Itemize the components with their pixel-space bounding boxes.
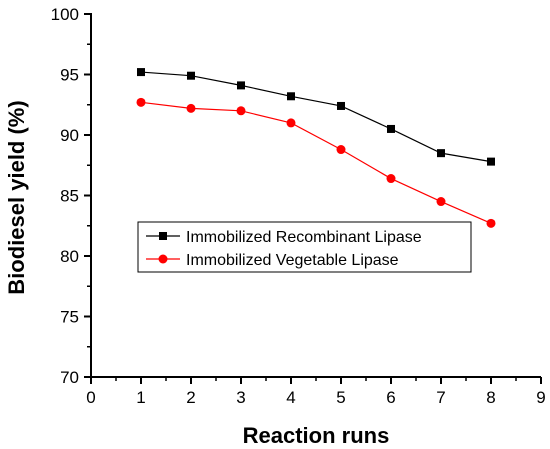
legend-item-1: Immobilized Recombinant Lipase [146, 229, 422, 246]
data-point-circle [136, 97, 146, 107]
y-axis-ticks: 70 75 80 85 90 95 100 [51, 5, 91, 387]
data-point-circle [386, 174, 396, 184]
x-tick-label: 8 [486, 388, 495, 407]
x-tick-label: 3 [236, 388, 245, 407]
legend-label: Immobilized Vegetable Lipase [186, 252, 399, 269]
data-point-circle [186, 103, 196, 113]
data-point-square [137, 68, 145, 77]
x-tick-label: 4 [286, 388, 295, 407]
x-tick-label: 7 [436, 388, 445, 407]
data-point-square [337, 101, 345, 110]
x-tick-label: 2 [186, 388, 195, 407]
y-tick-label: 90 [60, 126, 79, 145]
data-point-square [287, 92, 295, 101]
x-axis-title: Reaction runs [243, 423, 390, 448]
data-point-circle [286, 118, 296, 128]
series-line [140, 101, 492, 224]
series-2 [136, 97, 496, 228]
data-point-circle [236, 106, 246, 116]
plot-area: 70 75 80 85 90 95 100 0 1 2 3 4 5 6 7 8 9 [51, 5, 546, 407]
x-axis-ticks: 0 1 2 3 4 5 6 7 8 9 [86, 377, 546, 407]
legend-item-2: Immobilized Vegetable Lipase [146, 252, 399, 269]
data-point-square [387, 124, 395, 133]
y-axis-title: Biodiesel yield (%) [4, 100, 29, 294]
series-line [140, 71, 492, 163]
data-point-square [237, 81, 245, 90]
data-point-circle [486, 218, 496, 228]
data-point-circle [436, 197, 446, 207]
x-tick-label: 6 [386, 388, 395, 407]
x-tick-label: 9 [536, 388, 545, 407]
y-tick-label: 70 [60, 368, 79, 387]
data-point-square [487, 157, 495, 166]
legend-marker-square [159, 232, 167, 240]
x-tick-label: 5 [336, 388, 345, 407]
y-tick-label: 80 [60, 247, 79, 266]
data-point-square [437, 149, 445, 158]
legend: Immobilized Recombinant Lipase Immobilize… [137, 221, 472, 273]
data-point-circle [336, 145, 346, 155]
legend-items: Immobilized Recombinant Lipase Immobilize… [146, 229, 422, 269]
x-tick-label: 1 [136, 388, 145, 407]
series-layer [136, 68, 496, 228]
data-point-square [187, 71, 195, 80]
legend-marker-circle [158, 254, 168, 264]
y-tick-label: 85 [60, 187, 79, 206]
y-tick-label: 100 [51, 5, 79, 24]
legend-label: Immobilized Recombinant Lipase [186, 229, 422, 246]
x-tick-label: 0 [86, 388, 95, 407]
series-1 [137, 68, 495, 166]
y-tick-label: 95 [60, 66, 79, 85]
legend-box [137, 221, 472, 273]
y-tick-label: 75 [60, 308, 79, 327]
